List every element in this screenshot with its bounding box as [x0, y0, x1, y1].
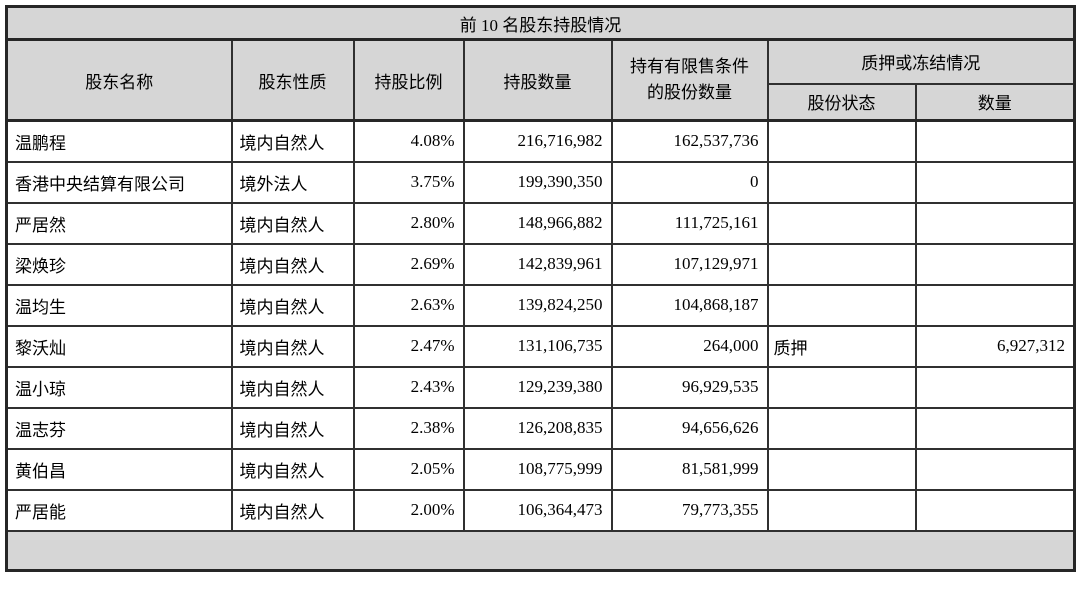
- table-row: 严居然 境内自然人 2.80% 148,966,882 111,725,161: [5, 201, 1076, 245]
- table-title: 前 10 名股东持股情况: [5, 5, 1076, 41]
- cell-shareholder-nature: 境内自然人: [230, 365, 355, 409]
- cell-shareholder-nature: 境内自然人: [230, 119, 355, 163]
- table-row: 黄伯昌 境内自然人 2.05% 108,775,999 81,581,999: [5, 447, 1076, 491]
- cell-shares: 216,716,982: [462, 119, 613, 163]
- top10-shareholders-table: 前 10 名股东持股情况 股东名称 股东性质 持股比例 持股数量 持有有限售条件…: [5, 5, 1076, 572]
- header-restricted-line2: 的股份数量: [647, 83, 732, 102]
- cell-shares: 129,239,380: [462, 365, 613, 409]
- cell-shares: 131,106,735: [462, 324, 613, 368]
- cell-pledge-status: [766, 447, 917, 491]
- cell-shareholder-name: 香港中央结算有限公司: [5, 160, 233, 204]
- cell-shares: 108,775,999: [462, 447, 613, 491]
- header-pledge-status: 股份状态: [766, 82, 917, 122]
- cell-shares: 139,824,250: [462, 283, 613, 327]
- cell-pledge-status: 质押: [766, 324, 917, 368]
- header-row-2: 股份状态 数量: [7, 82, 1076, 122]
- cell-shareholder-nature: 境内自然人: [230, 488, 355, 532]
- cell-shareholder-nature: 境内自然人: [230, 283, 355, 327]
- cell-shareholder-name: 严居能: [5, 488, 233, 532]
- cell-pledge-status: [766, 488, 917, 532]
- cell-pledge-status: [766, 201, 917, 245]
- cell-pledge-qty: [914, 488, 1076, 532]
- cell-ratio: 2.63%: [352, 283, 465, 327]
- cell-shareholder-name: 温志芬: [5, 406, 233, 450]
- cell-shareholder-name: 严居然: [5, 201, 233, 245]
- cell-shareholder-name: 黎沃灿: [5, 324, 233, 368]
- table-row: 温鹏程 境内自然人 4.08% 216,716,982 162,537,736: [5, 119, 1076, 163]
- cell-restricted: 111,725,161: [610, 201, 769, 245]
- table-row: 温志芬 境内自然人 2.38% 126,208,835 94,656,626: [5, 406, 1076, 450]
- cell-restricted: 264,000: [610, 324, 769, 368]
- cell-ratio: 2.05%: [352, 447, 465, 491]
- cell-pledge-status: [766, 365, 917, 409]
- next-section-cell: [5, 529, 1076, 572]
- table-row: 香港中央结算有限公司 境外法人 3.75% 199,390,350 0: [5, 160, 1076, 204]
- cell-shareholder-nature: 境外法人: [230, 160, 355, 204]
- cell-shareholder-name: 温均生: [5, 283, 233, 327]
- cell-restricted: 94,656,626: [610, 406, 769, 450]
- cell-shareholder-nature: 境内自然人: [230, 406, 355, 450]
- next-section-row-partial: [5, 529, 1076, 572]
- cell-shares: 106,364,473: [462, 488, 613, 532]
- cell-ratio: 2.38%: [352, 406, 465, 450]
- cell-restricted: 104,868,187: [610, 283, 769, 327]
- table-title-row: 前 10 名股东持股情况: [5, 5, 1076, 41]
- cell-pledge-status: [766, 119, 917, 163]
- cell-restricted: 79,773,355: [610, 488, 769, 532]
- cell-restricted: 0: [610, 160, 769, 204]
- cell-shareholder-name: 黄伯昌: [5, 447, 233, 491]
- cell-ratio: 2.47%: [352, 324, 465, 368]
- header-shareholder-name: 股东名称: [5, 38, 233, 122]
- cell-pledge-qty: 6,927,312: [914, 324, 1076, 368]
- cell-pledge-qty: [914, 283, 1076, 327]
- table-row: 温小琼 境内自然人 2.43% 129,239,380 96,929,535: [5, 365, 1076, 409]
- cell-shareholder-name: 温小琼: [5, 365, 233, 409]
- cell-pledge-qty: [914, 160, 1076, 204]
- cell-ratio: 4.08%: [352, 119, 465, 163]
- cell-pledge-status: [766, 242, 917, 286]
- cell-pledge-qty: [914, 365, 1076, 409]
- cell-ratio: 2.43%: [352, 365, 465, 409]
- cell-shareholder-name: 温鹏程: [5, 119, 233, 163]
- cell-shareholder-nature: 境内自然人: [230, 324, 355, 368]
- header-restricted-line1: 持有有限售条件: [630, 56, 749, 76]
- table-row: 严居能 境内自然人 2.00% 106,364,473 79,773,355: [5, 488, 1076, 532]
- cell-ratio: 2.00%: [352, 488, 465, 532]
- cell-pledge-status: [766, 406, 917, 450]
- cell-restricted: 162,537,736: [610, 119, 769, 163]
- cell-pledge-status: [766, 283, 917, 327]
- cell-shares: 142,839,961: [462, 242, 613, 286]
- cell-shares: 199,390,350: [462, 160, 613, 204]
- cell-ratio: 2.69%: [352, 242, 465, 286]
- cell-pledge-qty: [914, 201, 1076, 245]
- header-pledge-group: 质押或冻结情况: [766, 38, 1076, 85]
- table-row: 黎沃灿 境内自然人 2.47% 131,106,735 264,000 质押 6…: [5, 324, 1076, 368]
- cell-shareholder-nature: 境内自然人: [230, 201, 355, 245]
- cell-pledge-qty: [914, 242, 1076, 286]
- table-row: 梁焕珍 境内自然人 2.69% 142,839,961 107,129,971: [5, 242, 1076, 286]
- header-row-1: 股东名称 股东性质 持股比例 持股数量 持有有限售条件 的股份数量 质押或冻结情…: [5, 38, 1076, 122]
- cell-pledge-qty: [914, 406, 1076, 450]
- cell-shareholder-nature: 境内自然人: [230, 242, 355, 286]
- header-shares-held: 持股数量: [462, 38, 613, 122]
- cell-pledge-qty: [914, 119, 1076, 163]
- cell-restricted: 107,129,971: [610, 242, 769, 286]
- cell-pledge-qty: [914, 447, 1076, 491]
- header-shareholding-ratio: 持股比例: [352, 38, 465, 122]
- cell-shares: 148,966,882: [462, 201, 613, 245]
- cell-shareholder-name: 梁焕珍: [5, 242, 233, 286]
- table-row: 温均生 境内自然人 2.63% 139,824,250 104,868,187: [5, 283, 1076, 327]
- cell-pledge-status: [766, 160, 917, 204]
- cell-shareholder-nature: 境内自然人: [230, 447, 355, 491]
- cell-restricted: 81,581,999: [610, 447, 769, 491]
- header-pledge-qty: 数量: [914, 82, 1076, 122]
- cell-ratio: 2.80%: [352, 201, 465, 245]
- cell-restricted: 96,929,535: [610, 365, 769, 409]
- cell-shares: 126,208,835: [462, 406, 613, 450]
- header-restricted-shares: 持有有限售条件 的股份数量: [610, 38, 769, 122]
- header-shareholder-nature: 股东性质: [230, 38, 355, 122]
- cell-ratio: 3.75%: [352, 160, 465, 204]
